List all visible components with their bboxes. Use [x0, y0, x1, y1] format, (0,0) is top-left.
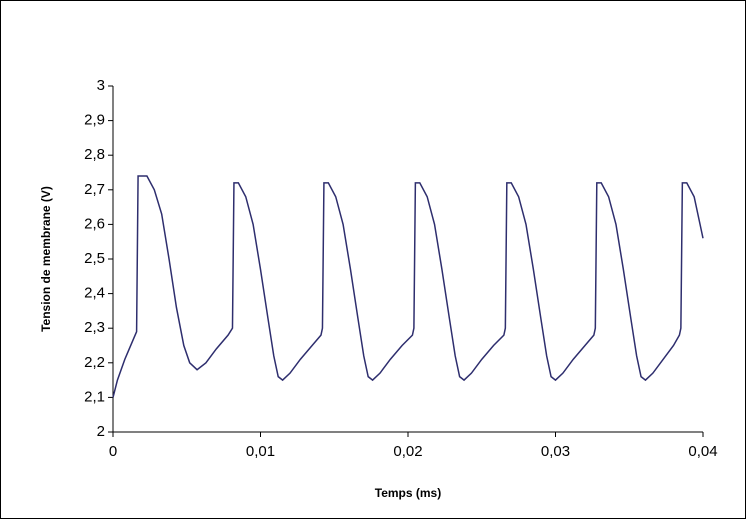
y-tick-label: 2,8 [84, 146, 105, 163]
y-tick-label: 2,4 [84, 285, 105, 302]
x-axis-title: Temps (ms) [375, 486, 441, 500]
x-tick-label: 0,03 [541, 443, 570, 460]
y-tick-label: 2,2 [84, 354, 105, 371]
x-tick-label: 0,02 [393, 443, 422, 460]
y-tick-label: 2,5 [84, 250, 105, 267]
x-tick-label: 0 [109, 443, 117, 460]
y-tick-label: 2,6 [84, 215, 105, 232]
y-tick-label: 2 [97, 423, 105, 440]
y-tick-label: 2,7 [84, 181, 105, 198]
y-tick-label: 3 [97, 77, 105, 94]
y-tick-label: 2,1 [84, 388, 105, 405]
y-tick-label: 2,3 [84, 319, 105, 336]
y-tick-label: 2,9 [84, 112, 105, 129]
x-tick-label: 0,01 [246, 443, 275, 460]
line-series [112, 175, 704, 398]
y-axis-title: Tension de membrane (V) [39, 186, 53, 332]
x-tick-label: 0,04 [688, 443, 717, 460]
